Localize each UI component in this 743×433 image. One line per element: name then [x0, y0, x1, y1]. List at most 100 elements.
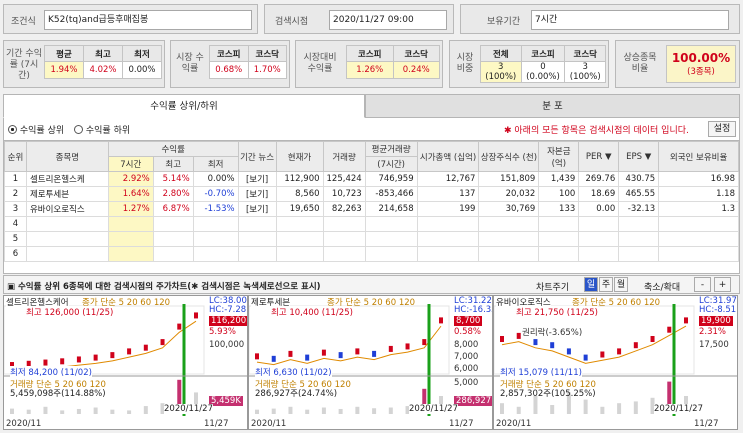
radio-top[interactable]: 수익률 상위: [8, 123, 64, 136]
cell-low: -1.53%: [192, 201, 239, 217]
cell-high: 2.80%: [152, 186, 194, 202]
volume-bar: [650, 397, 655, 414]
candle: [127, 348, 132, 355]
stock-chart-panel[interactable]: 유바이오로직스 종가 단순 5 20 60 120 LC:31.97 HC:-8.51…: [493, 295, 738, 430]
chart-vol-badge: 286,927: [454, 396, 492, 406]
high-return: 4.02%: [83, 61, 123, 79]
candle: [177, 323, 182, 330]
candle: [405, 343, 410, 350]
cell-news[interactable]: [보기]: [237, 201, 277, 217]
col-per[interactable]: PER ▼: [578, 141, 620, 172]
cell-foreign: 1.18: [658, 186, 739, 202]
col-per-label: PER: [585, 151, 603, 162]
table-row[interactable]: 6: [4, 246, 739, 262]
cell-mcap: [416, 246, 480, 262]
chart-x-end: 11/27: [204, 419, 229, 429]
moving-average-line: [11, 320, 197, 372]
condition-field[interactable]: K52(tq)and급등후매집봉: [44, 10, 252, 30]
table-row[interactable]: 1 셀트리온헬스케 2.92% 5.14% 0.00% [보기] 112,900 125,42…: [4, 171, 739, 187]
cell-shares: 30,769: [478, 201, 540, 217]
table-row[interactable]: 3 유바이오로직스 1.27% 6.87% -1.53% [보기] 19,650 82,263…: [4, 201, 739, 217]
chart-date-label: 2020/11/27: [164, 404, 213, 414]
volume-bar: [422, 388, 427, 414]
cell-news[interactable]: [237, 246, 277, 262]
chart-vol-legend: 거래량 단순 5 20 60 120: [10, 380, 106, 390]
volume-bar: [533, 396, 538, 414]
cell-foreign: [658, 246, 739, 262]
cell-news[interactable]: [보기]: [237, 186, 277, 202]
search-time-field[interactable]: 2020/11/27 09:00: [329, 10, 447, 30]
cell-name: 제로투세븐: [25, 186, 109, 202]
radio-bottom[interactable]: 수익률 하위: [74, 123, 130, 136]
chart-vol-value: 2,857,302주(105.25%): [500, 389, 596, 399]
table-row[interactable]: 5: [4, 231, 739, 247]
cell-mcap: 199: [416, 201, 480, 217]
cell-avg: -853,466: [364, 186, 418, 202]
vs-market-table: 코스피 코스닥 1.26% 0.24%: [346, 45, 440, 79]
stock-chart-panel[interactable]: 셀트리온헬스케어 종가 단순 5 20 60 120 LC:38.00 HC:-7.2…: [3, 295, 248, 430]
zoom-out-button[interactable]: -: [694, 277, 711, 292]
share-total-count: 3: [498, 62, 504, 72]
candle: [10, 362, 14, 369]
vs-kospi: 1.26%: [346, 61, 394, 79]
cell-avg: 214,658: [364, 201, 418, 217]
candle: [255, 353, 259, 360]
cell-news[interactable]: [237, 231, 277, 247]
cell-high: [152, 216, 194, 232]
candle: [600, 351, 605, 358]
period-return-box: 기간 수익률 (7시간) 평균 최고 최저 1.94% 4.02% 0.00%: [3, 40, 165, 88]
col-eps[interactable]: EPS ▼: [618, 141, 660, 172]
chart-price-badge: 116,200: [209, 316, 247, 326]
candle: [93, 354, 98, 361]
search-time-label: 검색시점: [275, 17, 309, 27]
market-return-table: 코스피 코스닥 0.68% 1.70%: [209, 45, 287, 79]
volume-bar: [43, 406, 48, 414]
chart-date-label: 2020/11/27: [409, 404, 458, 414]
volume-bar: [405, 406, 410, 414]
table-row[interactable]: 2 제로투세븐 1.64% 2.80% -0.70% [보기] 8,560 10,723 -85…: [4, 186, 739, 202]
cell-shares: 151,809: [478, 171, 540, 187]
candle: [566, 348, 571, 355]
col-price: 현재가: [275, 141, 324, 172]
settings-button[interactable]: 설정: [708, 121, 736, 137]
period-field[interactable]: 7시간: [531, 10, 729, 30]
chart-axis-1: 100,000: [209, 340, 245, 350]
cell-vol: [322, 216, 366, 232]
volume-bar: [110, 409, 115, 414]
cell-eps: [618, 246, 660, 262]
period-week-button[interactable]: 주: [599, 277, 613, 292]
radio-unchecked-icon: [74, 125, 83, 134]
cell-shares: 20,032: [478, 186, 540, 202]
sort-down-icon: ▼: [644, 151, 652, 162]
stock-chart-panel[interactable]: 제로투세븐 종가 단순 5 20 60 120 LC:31.22 HC:-16.35 8…: [248, 295, 493, 430]
header-total: 전체: [480, 45, 522, 62]
tab-distribution[interactable]: 분 포: [365, 94, 740, 118]
volume-bar: [516, 406, 521, 414]
chart-axis-4: 5,000: [454, 378, 479, 388]
cell-ret: 1.27%: [107, 201, 154, 217]
chart-pct-badge: 5.93%: [209, 327, 237, 337]
zoom-in-button[interactable]: +: [714, 277, 731, 292]
cell-shares: [478, 246, 540, 262]
cell-per: 18.69: [578, 186, 620, 202]
volume-bar: [372, 408, 377, 414]
chart-axis-3: 6,000: [454, 364, 479, 374]
period-label: 보유기간: [487, 17, 521, 27]
period-day-button[interactable]: 일: [584, 277, 598, 292]
header-kosdaq: 코스닥: [247, 45, 287, 62]
candle: [271, 355, 276, 362]
col-shares: 상장주식수 (천): [478, 141, 540, 172]
candle: [338, 352, 343, 359]
cell-news[interactable]: [보기]: [237, 171, 277, 187]
period-month-button[interactable]: 월: [614, 277, 628, 292]
chart-extra-label: 권리락(-3.65%): [522, 326, 583, 338]
chart-vol-value: 286,927주(24.74%): [255, 389, 338, 399]
cell-low: -0.70%: [192, 186, 239, 202]
table-row[interactable]: 4: [4, 216, 739, 232]
charts-title-bar: ▣ 수익률 상위 6종목에 대한 검색시점의 주가차트(✱ 검색시점은 녹색세로…: [3, 275, 740, 294]
share-kospi-pct: (0.00%): [526, 72, 560, 82]
cell-news[interactable]: [237, 216, 277, 232]
tab-top-bottom[interactable]: 수익률 상위/하위: [3, 94, 365, 118]
moving-average-line: [501, 325, 687, 364]
volume-bar: [10, 408, 14, 414]
